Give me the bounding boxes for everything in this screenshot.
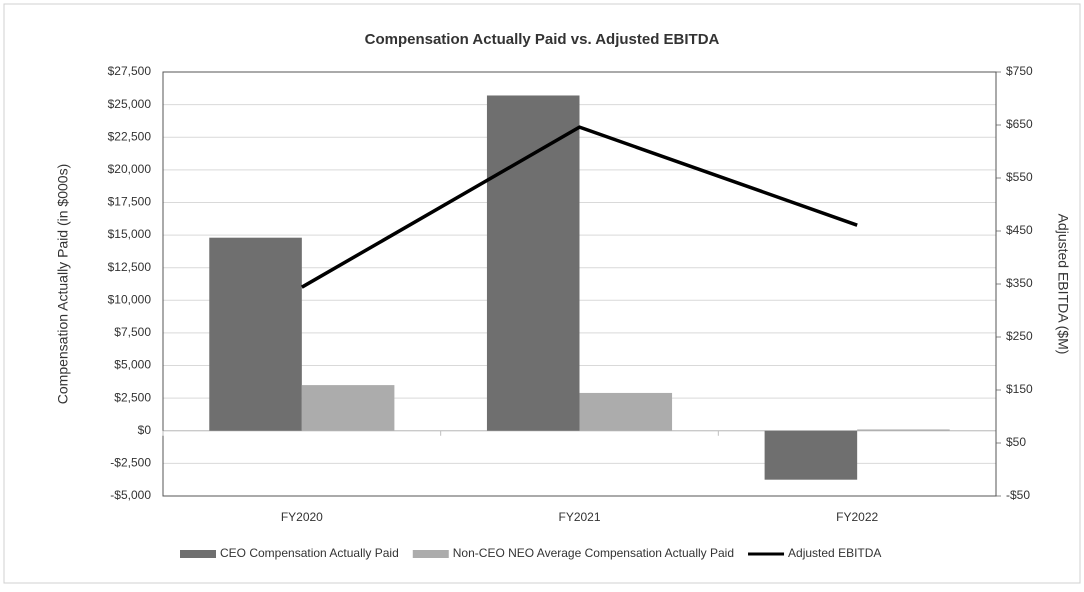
y2-tick-label: $250	[1006, 329, 1033, 343]
bar	[764, 430, 858, 480]
y-tick-label: $20,000	[108, 162, 152, 176]
y2-tick-label: $450	[1006, 223, 1033, 237]
legend-label: Non-CEO NEO Average Compensation Actuall…	[453, 546, 734, 560]
y-tick-label: $0	[138, 423, 152, 437]
legend-label: CEO Compensation Actually Paid	[220, 546, 399, 560]
y-tick-label: $7,500	[114, 325, 151, 339]
y-tick-label: $15,000	[108, 227, 152, 241]
legend-label: Adjusted EBITDA	[788, 546, 881, 560]
bar	[579, 392, 673, 431]
line	[300, 125, 858, 289]
y2-axis-title: Adjusted EBITDA ($M)	[1055, 214, 1071, 355]
bar	[209, 237, 302, 431]
y2-tick-label: $650	[1006, 117, 1033, 131]
y-tick-label: $2,500	[114, 390, 151, 404]
x-tick-label: FY2022	[836, 510, 878, 524]
y-tick-label: $5,000	[114, 358, 151, 372]
y2-tick-label: -$50	[1006, 488, 1030, 502]
y-tick-label: $10,000	[108, 292, 152, 306]
bar	[857, 429, 950, 431]
x-tick-label: FY2020	[281, 510, 323, 524]
y-tick-label: $12,500	[108, 260, 152, 274]
y-tick-label: $27,500	[108, 64, 152, 78]
y2-tick-label: $750	[1006, 64, 1033, 78]
bar	[301, 385, 395, 431]
chart-title: Compensation Actually Paid vs. Adjusted …	[365, 31, 720, 48]
y2-tick-label: $50	[1006, 435, 1026, 449]
y-tick-label: -$2,500	[110, 456, 151, 470]
y-tick-label: $25,000	[108, 97, 152, 111]
y2-tick-label: $150	[1006, 382, 1033, 396]
bar	[486, 95, 580, 431]
y-axis-title: Compensation Actually Paid (in $000s)	[55, 164, 71, 404]
plot-frame	[162, 71, 997, 497]
y-tick-label: $22,500	[108, 129, 152, 143]
y-tick-label: -$5,000	[110, 488, 151, 502]
legend-swatch	[180, 550, 216, 558]
y-tick-label: $17,500	[108, 195, 152, 209]
x-tick-label: FY2021	[558, 510, 600, 524]
legend-swatch	[412, 550, 449, 558]
y2-tick-label: $550	[1006, 170, 1033, 184]
y2-tick-label: $350	[1006, 276, 1033, 290]
